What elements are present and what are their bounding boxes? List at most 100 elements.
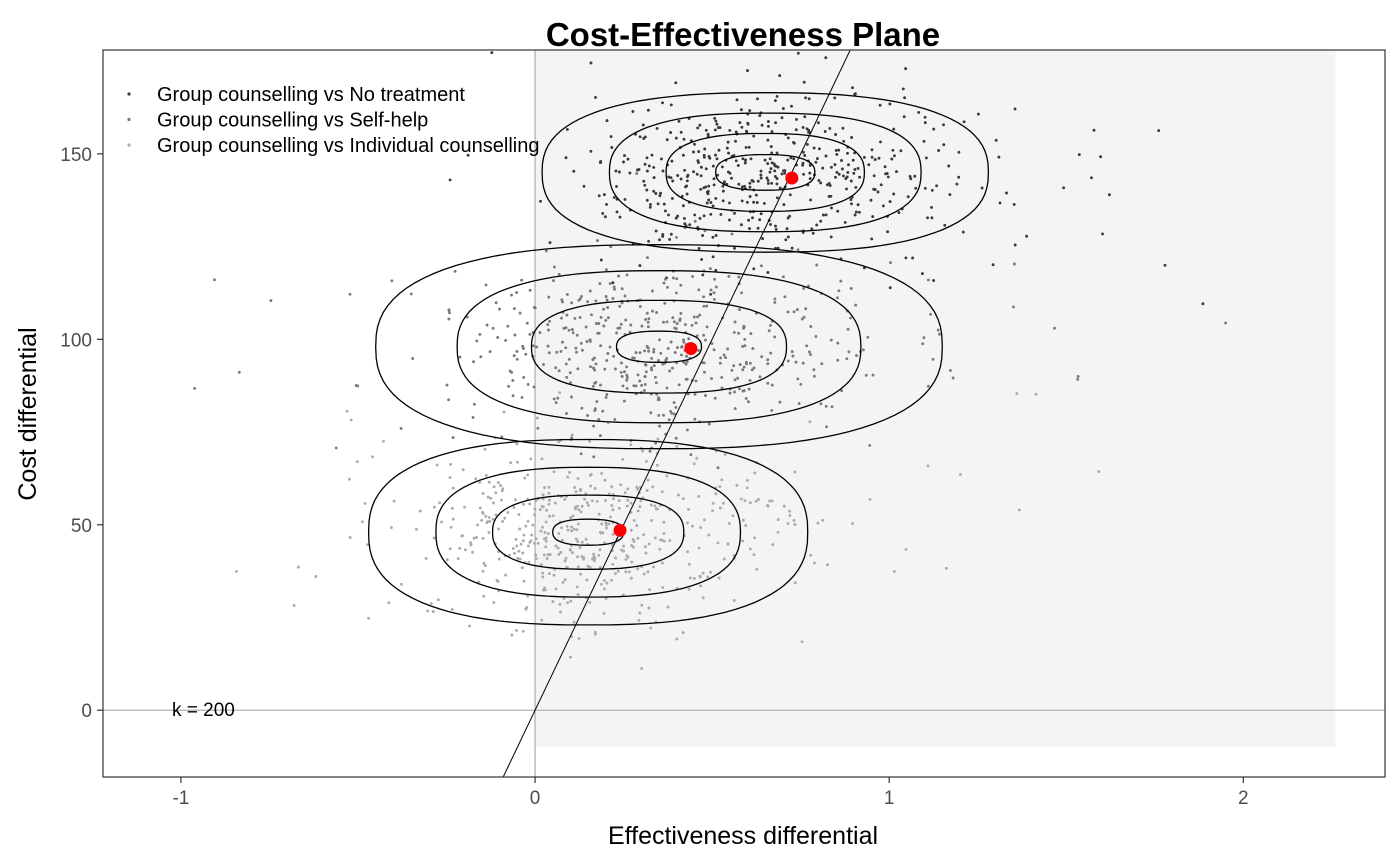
sim-point (1017, 508, 1021, 512)
sim-point (853, 168, 857, 171)
sim-point (589, 61, 593, 65)
sim-point (654, 507, 658, 511)
sim-point (609, 135, 613, 139)
sim-point (609, 245, 613, 249)
sim-point (698, 313, 702, 317)
sim-point (702, 153, 706, 157)
sim-point (731, 514, 735, 518)
sim-point (563, 498, 567, 501)
sim-point (674, 405, 678, 409)
sim-point (902, 115, 906, 119)
sim-point (643, 183, 647, 187)
sim-point (733, 320, 737, 324)
sim-point (584, 537, 588, 541)
sim-point (661, 585, 665, 589)
sim-point (747, 400, 750, 404)
sim-point (920, 272, 924, 276)
sim-point (366, 543, 370, 547)
sim-point (643, 162, 647, 166)
sim-point (580, 555, 584, 559)
sim-point (656, 398, 660, 402)
sim-point (517, 549, 521, 553)
x-tick-label: 2 (1238, 788, 1249, 809)
sim-point (845, 187, 848, 191)
sim-point (592, 559, 596, 563)
sim-point (801, 163, 805, 167)
sim-point (770, 130, 774, 134)
sim-point (688, 223, 692, 227)
sim-point (1053, 326, 1056, 330)
sim-point (689, 139, 693, 143)
sim-point (930, 216, 934, 220)
sim-point (565, 565, 569, 569)
sim-point (1077, 153, 1081, 157)
sim-point (773, 335, 777, 339)
sim-point (657, 413, 661, 417)
sim-point (830, 206, 833, 210)
sim-point (733, 211, 736, 215)
sim-point (672, 412, 676, 416)
sim-point (559, 349, 563, 353)
sim-point (747, 145, 751, 149)
sim-point (722, 557, 726, 561)
sim-point (682, 338, 685, 342)
sim-point (348, 536, 352, 539)
sim-point (757, 497, 761, 501)
sim-point (651, 485, 655, 489)
sim-point (500, 498, 503, 502)
sim-point (740, 125, 744, 129)
sim-point (546, 344, 550, 348)
sim-point (719, 212, 723, 216)
sim-point (431, 610, 435, 614)
sim-point (569, 599, 573, 603)
sim-point (387, 601, 391, 605)
sim-point (834, 133, 838, 136)
sim-point (642, 179, 646, 183)
y-tick-label: 100 (60, 330, 92, 351)
sim-point (565, 375, 569, 379)
sim-point (491, 326, 495, 330)
sim-point (695, 456, 699, 460)
sim-point (509, 461, 513, 465)
sim-point (740, 291, 744, 295)
sim-point (618, 304, 622, 308)
sim-point (584, 325, 588, 329)
sim-point (576, 522, 580, 526)
sim-point (824, 213, 828, 217)
sim-point (884, 172, 888, 176)
sim-point (759, 264, 763, 268)
sim-point (585, 340, 589, 343)
sim-point (730, 232, 734, 236)
sim-point (1011, 305, 1015, 309)
sim-point (647, 164, 651, 168)
x-tick-label: -1 (172, 788, 189, 809)
sim-point (481, 492, 485, 495)
sim-point (803, 115, 807, 119)
sim-point (786, 310, 790, 314)
sim-point (841, 126, 845, 130)
sim-point (645, 489, 649, 492)
sim-point (576, 555, 580, 559)
sim-point (816, 121, 820, 125)
sim-point (1076, 377, 1080, 381)
sim-point (819, 402, 823, 406)
sim-point (611, 562, 615, 566)
sim-point (447, 317, 451, 321)
sim-point (334, 446, 338, 450)
sim-point (932, 127, 936, 131)
sim-point (711, 204, 715, 208)
sim-point (450, 506, 454, 510)
sim-point (520, 395, 524, 399)
sim-point (840, 389, 844, 393)
sim-point (371, 455, 374, 459)
sim-point (746, 122, 750, 126)
sim-point (873, 158, 877, 161)
sim-point (597, 512, 601, 516)
sim-point (766, 504, 770, 507)
sim-point (660, 538, 664, 542)
sim-point (576, 593, 580, 596)
sim-point (697, 348, 700, 352)
sim-point (766, 381, 770, 385)
sim-point (769, 351, 773, 355)
sim-point (565, 412, 568, 415)
